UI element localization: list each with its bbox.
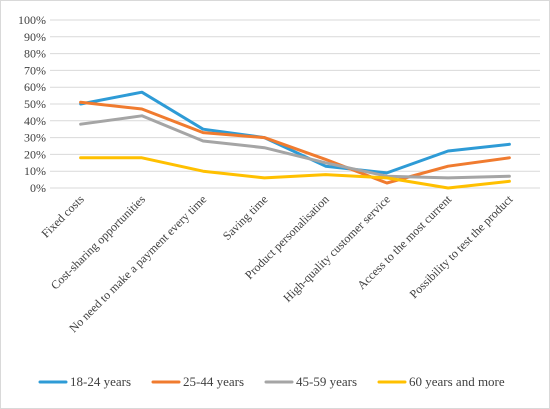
x-tick-label: No need to make a payment every time: [66, 192, 209, 335]
x-tick-label: Possibility to test the product: [407, 192, 516, 301]
y-tick-label: 80%: [24, 47, 46, 61]
series-line: [79, 156, 511, 190]
y-tick-label: 0%: [30, 181, 46, 195]
y-tick-label: 40%: [24, 114, 46, 128]
x-tick-label: Saving time: [220, 192, 271, 243]
y-tick-label: 20%: [24, 147, 46, 161]
y-tick-label: 60%: [24, 80, 46, 94]
y-tick-label: 90%: [24, 30, 46, 44]
y-tick-label: 100%: [18, 13, 46, 27]
y-axis-ticks: 0% 10% 20% 30% 40% 50% 60% 70% 80% 90% 100%: [18, 13, 46, 195]
legend-label: 60 years and more: [409, 374, 505, 389]
legend-label: 45-59 years: [296, 374, 357, 389]
series-line: [79, 114, 511, 180]
y-tick-label: 30%: [24, 131, 46, 145]
y-tick-label: 50%: [24, 97, 46, 111]
x-tick-label: High-quality customer service: [280, 192, 393, 305]
x-tick-label: Fixed costs: [38, 192, 87, 241]
y-tick-label: 70%: [24, 63, 46, 77]
series-line: [79, 90, 511, 175]
legend: 18-24 years 25-44 years 45-59 years 60 year…: [38, 374, 505, 389]
y-tick-label: 10%: [24, 164, 46, 178]
legend-label: 18-24 years: [70, 374, 131, 389]
legend-label: 25-44 years: [183, 374, 244, 389]
series-lines: [79, 90, 511, 190]
series-line: [79, 100, 511, 185]
